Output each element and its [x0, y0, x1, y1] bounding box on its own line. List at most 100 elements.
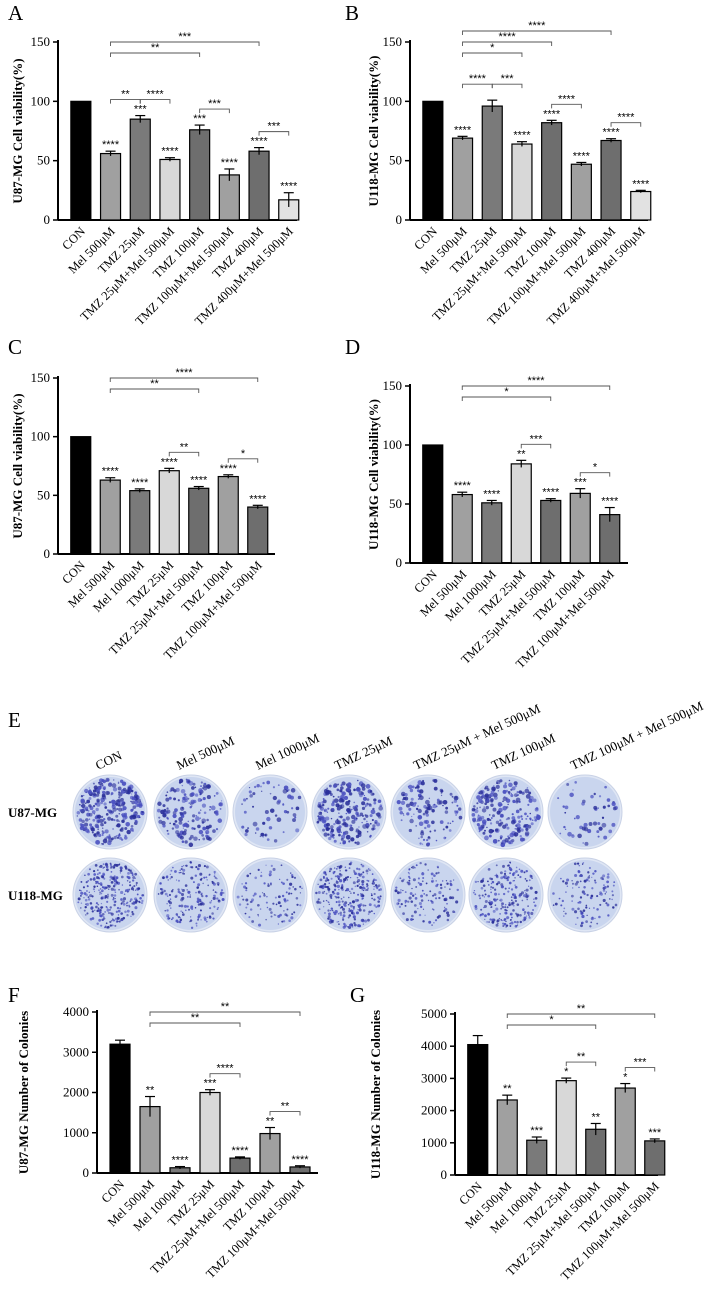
colony-dot — [112, 787, 118, 792]
colony-dot — [112, 919, 115, 922]
colony-dot — [529, 812, 532, 815]
colony-dot — [340, 897, 343, 900]
colony-dot — [455, 814, 457, 816]
colony-dot — [89, 894, 93, 898]
colony-dot — [419, 842, 422, 845]
colony-dot — [156, 808, 161, 813]
colony-dot — [567, 831, 572, 837]
colony-dot — [478, 894, 481, 897]
colony-dot — [333, 822, 336, 826]
colony-dot — [328, 784, 332, 788]
colony-dot — [339, 804, 345, 809]
colony-dot — [190, 876, 194, 880]
column-label: TMZ 100μM — [489, 730, 558, 773]
colony-dot — [363, 887, 366, 890]
colony-dot — [93, 885, 96, 888]
colony-dot — [504, 782, 507, 785]
dish-medium — [235, 777, 305, 847]
colony-dot — [206, 879, 208, 881]
colony-dot — [596, 908, 599, 911]
colony-dot — [275, 903, 278, 906]
colony-dot — [570, 894, 574, 898]
colony-dot — [352, 891, 356, 895]
y-axis-label: U118-MG Cell viability(%) — [366, 399, 381, 550]
colony-dot — [332, 871, 336, 874]
panel-label: C — [8, 335, 22, 359]
colony-dot — [519, 913, 522, 917]
colony-dot — [492, 909, 496, 913]
significance-label: **** — [231, 1145, 249, 1157]
colony-dot — [197, 890, 201, 894]
colony-dot — [117, 914, 120, 916]
colony-dot — [436, 916, 440, 919]
colony-dot — [88, 818, 91, 820]
colony-dot — [489, 792, 494, 797]
colony-dot — [104, 925, 107, 928]
colony-dot — [110, 871, 113, 873]
colony-dot — [189, 806, 192, 809]
colony-dot — [445, 825, 449, 829]
colony-dot — [420, 899, 424, 902]
colony-dot — [129, 900, 132, 903]
comparison-bracket — [269, 1111, 301, 1116]
colony-dot — [405, 918, 409, 922]
colony-dot — [404, 904, 407, 907]
colony-dot — [520, 815, 523, 818]
colony-dot — [353, 801, 356, 804]
colony-dot — [166, 829, 169, 832]
colony-dot — [592, 872, 595, 875]
colony-dot — [514, 876, 516, 879]
colony-dot — [112, 807, 117, 812]
colony-dot — [413, 904, 417, 907]
colony-dot — [339, 879, 343, 883]
colony-dot — [178, 781, 182, 784]
colony-dot — [337, 877, 340, 881]
colony-dot — [92, 789, 97, 793]
colony-dot — [223, 892, 225, 894]
colony-dot — [130, 898, 133, 901]
significance-label: **** — [454, 124, 472, 136]
colony-dot — [564, 805, 569, 810]
colony-dot — [534, 896, 538, 900]
colony-dot — [344, 866, 347, 868]
colony-dot — [375, 905, 378, 909]
colony-dot — [96, 819, 101, 824]
colony-dot — [282, 920, 286, 923]
colony-dot — [519, 808, 522, 811]
colony-dot — [110, 887, 114, 891]
colony-dot — [90, 827, 95, 832]
colony-dot — [336, 806, 341, 811]
colony-dot — [571, 880, 573, 882]
colony-dot — [245, 906, 248, 909]
colony-dot — [325, 792, 330, 796]
colony-dot — [400, 819, 403, 822]
colony-dot — [90, 792, 92, 795]
colony-dot — [511, 899, 513, 902]
significance-label: **** — [249, 493, 267, 505]
colony-dot — [210, 805, 216, 811]
colony-dot — [84, 898, 88, 902]
comparison-label: **** — [499, 31, 517, 43]
colony-dot — [354, 872, 357, 876]
colony-dot — [427, 803, 431, 808]
significance-label: **** — [543, 108, 561, 120]
comparison-label: *** — [501, 73, 515, 85]
colony-dot — [524, 878, 527, 880]
colony-dot — [432, 779, 436, 782]
colony-dot — [122, 787, 127, 792]
colony-dot — [596, 830, 600, 834]
colony-dot — [345, 812, 348, 815]
colony-dot — [170, 907, 172, 909]
colony-dot — [328, 870, 331, 873]
comparison-bracket — [462, 83, 493, 89]
colony-dot — [130, 824, 134, 828]
colony-dot — [519, 835, 522, 838]
colony-dot — [129, 881, 131, 883]
colony-dot — [449, 883, 453, 887]
colony-dot — [581, 801, 585, 806]
colony-dot — [200, 781, 203, 784]
colony-dot — [528, 791, 532, 795]
colony-dot — [99, 908, 102, 912]
colony-dot — [109, 924, 113, 927]
colony-dot — [127, 868, 131, 871]
